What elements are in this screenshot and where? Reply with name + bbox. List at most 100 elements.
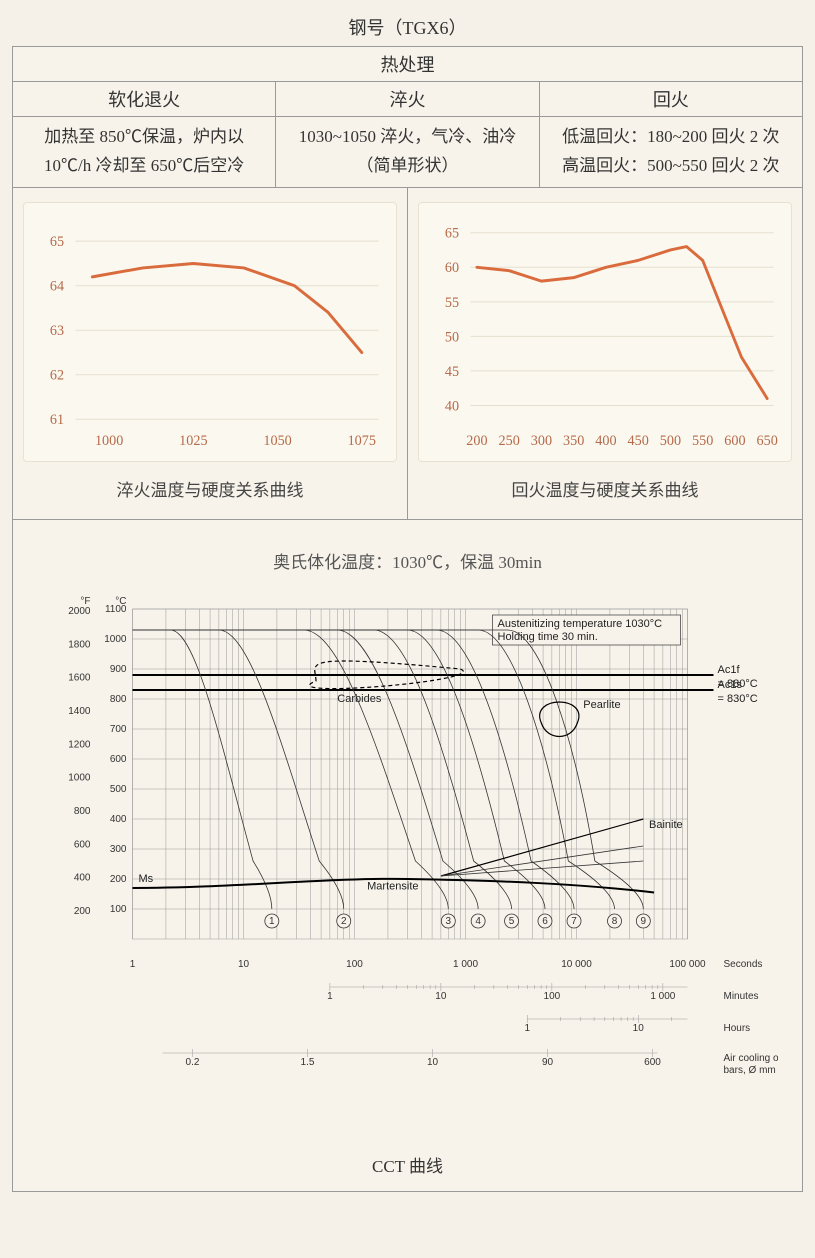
- svg-text:63: 63: [50, 323, 64, 339]
- svg-text:90: 90: [542, 1057, 554, 1068]
- cct-diagram: 10020030040050060070080090010001100°C200…: [37, 589, 778, 1129]
- svg-text:650: 650: [757, 433, 778, 449]
- svg-text:Bainite: Bainite: [649, 819, 683, 831]
- svg-text:40: 40: [445, 398, 459, 414]
- chart1-box: 61 62 63 64 65 1000 1025 1050 1075: [23, 202, 397, 462]
- svg-text:2: 2: [341, 916, 347, 927]
- svg-text:61: 61: [50, 412, 64, 428]
- heat-treatment-header: 热处理: [13, 47, 802, 82]
- svg-text:1025: 1025: [179, 433, 207, 449]
- svg-text:250: 250: [499, 433, 520, 449]
- svg-text:550: 550: [692, 433, 713, 449]
- svg-text:200: 200: [74, 906, 91, 917]
- svg-text:10 000: 10 000: [561, 959, 592, 970]
- svg-text:1 000: 1 000: [453, 959, 478, 970]
- svg-text:100 000: 100 000: [669, 959, 706, 970]
- svg-text:1: 1: [130, 959, 136, 970]
- chart1-caption: 淬火温度与硬度关系曲线: [23, 462, 397, 507]
- svg-text:100: 100: [544, 991, 561, 1002]
- svg-text:100: 100: [110, 904, 127, 915]
- svg-text:200: 200: [110, 874, 127, 885]
- heat-treatment-columns: 软化退火 淬火 回火: [13, 82, 802, 117]
- svg-text:Hours: Hours: [724, 1023, 751, 1034]
- svg-text:Ms: Ms: [139, 873, 154, 885]
- svg-text:65: 65: [50, 234, 64, 250]
- svg-text:400: 400: [74, 872, 91, 883]
- svg-text:1600: 1600: [68, 672, 91, 683]
- col-anneal: 软化退火: [13, 82, 275, 116]
- quench-hardness-chart: 61 62 63 64 65 1000 1025 1050 1075: [30, 209, 390, 455]
- svg-text:55: 55: [445, 294, 459, 310]
- desc-temper: 低温回火：180~200 回火 2 次高温回火：500~550 回火 2 次: [539, 117, 802, 187]
- svg-text:9: 9: [641, 916, 647, 927]
- svg-text:8: 8: [612, 916, 618, 927]
- main-table: 热处理 软化退火 淬火 回火 加热至 850℃保温，炉内以 10℃/h 冷却至 …: [12, 46, 803, 1192]
- svg-text:Holding time 30 min.: Holding time 30 min.: [498, 631, 598, 643]
- svg-text:bars, Ø mm: bars, Ø mm: [724, 1065, 776, 1076]
- svg-text:65: 65: [445, 225, 459, 241]
- svg-text:350: 350: [563, 433, 584, 449]
- svg-text:600: 600: [724, 433, 745, 449]
- chart2-caption: 回火温度与硬度关系曲线: [418, 462, 792, 507]
- svg-text:800: 800: [110, 694, 127, 705]
- page-title: 钢号（TGX6）: [12, 8, 803, 46]
- svg-text:1075: 1075: [348, 433, 376, 449]
- col-temper: 回火: [539, 82, 802, 116]
- cct-cell: 奥氏体化温度：1030℃，保温 30min 100200300400500600…: [13, 520, 802, 1191]
- svg-text:600: 600: [74, 839, 91, 850]
- svg-text:1000: 1000: [68, 772, 91, 783]
- svg-text:Air cooling of: Air cooling of: [724, 1053, 779, 1064]
- svg-text:1 000: 1 000: [650, 991, 675, 1002]
- charts-row: 61 62 63 64 65 1000 1025 1050 1075 淬火温度与硬度关系曲线 4…: [13, 188, 802, 520]
- svg-text:1800: 1800: [68, 639, 91, 650]
- chart1-cell: 61 62 63 64 65 1000 1025 1050 1075 淬火温度与硬度关系曲线: [13, 188, 407, 519]
- svg-text:Austenitizing temperature 1030: Austenitizing temperature 1030°C: [498, 618, 663, 630]
- svg-text:700: 700: [110, 724, 127, 735]
- svg-text:400: 400: [595, 433, 616, 449]
- cct-caption: CCT 曲线: [37, 1134, 778, 1181]
- svg-text:500: 500: [660, 433, 681, 449]
- svg-text:500: 500: [110, 784, 127, 795]
- chart2-box: 4045505560652002503003504004505005506006…: [418, 202, 792, 462]
- svg-text:50: 50: [445, 329, 459, 345]
- chart2-cell: 4045505560652002503003504004505005506006…: [407, 188, 802, 519]
- svg-text:10: 10: [633, 1023, 645, 1034]
- svg-text:1.5: 1.5: [301, 1057, 315, 1068]
- svg-text:1400: 1400: [68, 706, 91, 717]
- desc-quench: 1030~1050 淬火，气冷、油冷（简单形状）: [275, 117, 538, 187]
- svg-text:60: 60: [445, 260, 459, 276]
- temper-hardness-chart: 4045505560652002503003504004505005506006…: [425, 209, 785, 455]
- svg-text:10: 10: [427, 1057, 439, 1068]
- svg-text:600: 600: [110, 754, 127, 765]
- svg-text:3: 3: [446, 916, 452, 927]
- svg-text:600: 600: [644, 1057, 661, 1068]
- svg-text:400: 400: [110, 814, 127, 825]
- svg-text:Minutes: Minutes: [724, 991, 759, 1002]
- svg-text:300: 300: [531, 433, 552, 449]
- svg-text:0.2: 0.2: [186, 1057, 200, 1068]
- svg-text:900: 900: [110, 664, 127, 675]
- svg-text:°F: °F: [80, 596, 90, 607]
- svg-text:1000: 1000: [104, 634, 127, 645]
- svg-text:Martensite: Martensite: [367, 880, 418, 892]
- svg-text:10: 10: [238, 959, 250, 970]
- svg-text:6: 6: [542, 916, 548, 927]
- svg-text:1000: 1000: [95, 433, 123, 449]
- svg-text:Ac1f: Ac1f: [718, 664, 741, 676]
- svg-text:7: 7: [571, 916, 577, 927]
- col-quench: 淬火: [275, 82, 538, 116]
- svg-text:Seconds: Seconds: [724, 959, 763, 970]
- svg-text:62: 62: [50, 367, 64, 383]
- svg-text:450: 450: [628, 433, 649, 449]
- desc-anneal: 加热至 850℃保温，炉内以 10℃/h 冷却至 650℃后空冷: [13, 117, 275, 187]
- svg-text:64: 64: [50, 278, 65, 294]
- svg-text:1050: 1050: [263, 433, 291, 449]
- cct-title: 奥氏体化温度：1030℃，保温 30min: [37, 540, 778, 589]
- svg-text:100: 100: [346, 959, 363, 970]
- heat-treatment-desc: 加热至 850℃保温，炉内以 10℃/h 冷却至 650℃后空冷 1030~10…: [13, 117, 802, 188]
- svg-text:10: 10: [435, 991, 447, 1002]
- svg-text:800: 800: [74, 806, 91, 817]
- svg-text:1: 1: [269, 916, 275, 927]
- svg-text:°C: °C: [115, 596, 126, 607]
- svg-text:Carbides: Carbides: [337, 693, 382, 705]
